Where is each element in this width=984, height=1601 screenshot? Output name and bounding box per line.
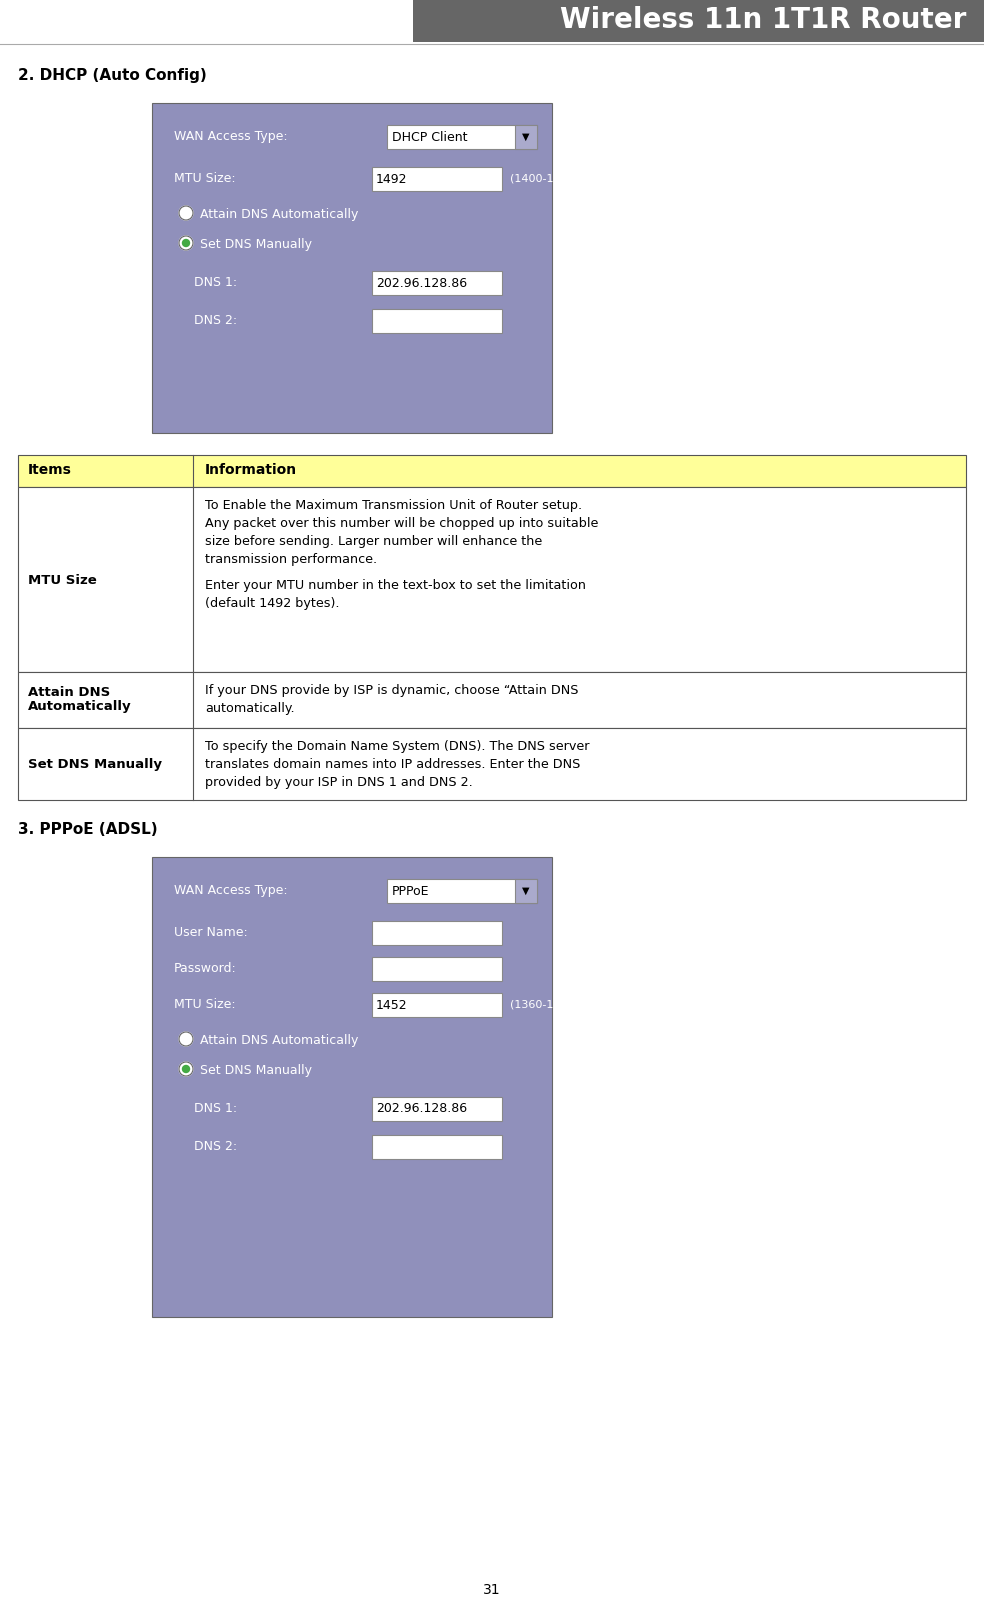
Text: MTU Size:: MTU Size: <box>174 171 235 186</box>
Text: DNS 1:: DNS 1: <box>194 1101 237 1114</box>
Text: provided by your ISP in DNS 1 and DNS 2.: provided by your ISP in DNS 1 and DNS 2. <box>205 776 472 789</box>
Circle shape <box>179 207 193 219</box>
Circle shape <box>182 1066 190 1073</box>
Text: PPPoE: PPPoE <box>392 884 429 898</box>
Circle shape <box>182 240 190 247</box>
Text: translates domain names into IP addresses. Enter the DNS: translates domain names into IP addresse… <box>205 757 581 772</box>
Text: transmission performance.: transmission performance. <box>205 552 377 567</box>
Text: (default 1492 bytes).: (default 1492 bytes). <box>205 597 339 610</box>
Bar <box>372 921 502 945</box>
Bar <box>387 125 537 149</box>
Text: size before sending. Larger number will enhance the: size before sending. Larger number will … <box>205 535 542 548</box>
Circle shape <box>179 1033 193 1045</box>
Bar <box>18 728 966 800</box>
Bar <box>18 672 966 728</box>
Text: DNS 1:: DNS 1: <box>194 275 237 290</box>
Text: (1360-1492 bytes): (1360-1492 bytes) <box>510 1001 613 1010</box>
Text: Attain DNS Automatically: Attain DNS Automatically <box>200 1034 358 1047</box>
Bar <box>515 125 537 149</box>
Text: ▼: ▼ <box>523 885 529 897</box>
Text: To specify the Domain Name System (DNS). The DNS server: To specify the Domain Name System (DNS).… <box>205 740 589 752</box>
Text: 2. DHCP (Auto Config): 2. DHCP (Auto Config) <box>18 67 207 83</box>
Text: MTU Size: MTU Size <box>28 573 96 586</box>
Text: Items: Items <box>28 463 72 477</box>
Bar <box>372 1135 502 1159</box>
Text: (1400-1492 bytes): (1400-1492 bytes) <box>510 175 613 184</box>
Bar <box>372 993 502 1017</box>
Text: DNS 2:: DNS 2: <box>194 1140 237 1153</box>
Bar <box>372 309 502 333</box>
Text: ▼: ▼ <box>523 131 529 142</box>
Bar <box>372 271 502 295</box>
Text: WAN Access Type:: WAN Access Type: <box>174 130 287 142</box>
Circle shape <box>179 1061 193 1076</box>
Text: 1452: 1452 <box>376 999 407 1012</box>
Text: DNS 2:: DNS 2: <box>194 314 237 327</box>
Text: DHCP Client: DHCP Client <box>392 131 467 144</box>
Circle shape <box>179 235 193 250</box>
Text: User Name:: User Name: <box>174 925 248 940</box>
Text: Password:: Password: <box>174 962 237 975</box>
Text: WAN Access Type:: WAN Access Type: <box>174 884 287 897</box>
Text: Set DNS Manually: Set DNS Manually <box>200 1065 312 1077</box>
Bar <box>152 102 552 432</box>
Bar <box>18 455 966 487</box>
Text: If your DNS provide by ISP is dynamic, choose “Attain DNS: If your DNS provide by ISP is dynamic, c… <box>205 684 579 696</box>
Text: Set DNS Manually: Set DNS Manually <box>28 757 162 772</box>
Text: Attain DNS Automatically: Attain DNS Automatically <box>200 208 358 221</box>
Bar <box>387 879 537 903</box>
Text: 202.96.128.86: 202.96.128.86 <box>376 277 467 290</box>
Text: 31: 31 <box>483 1583 501 1598</box>
Text: To Enable the Maximum Transmission Unit of Router setup.: To Enable the Maximum Transmission Unit … <box>205 500 583 512</box>
Text: Information: Information <box>205 463 297 477</box>
Text: automatically.: automatically. <box>205 701 294 716</box>
Text: 1492: 1492 <box>376 173 407 186</box>
Bar <box>372 1097 502 1121</box>
Text: Automatically: Automatically <box>28 700 132 712</box>
Bar <box>18 487 966 672</box>
Text: Any packet over this number will be chopped up into suitable: Any packet over this number will be chop… <box>205 517 598 530</box>
Bar <box>152 857 552 1318</box>
Text: 202.96.128.86: 202.96.128.86 <box>376 1103 467 1116</box>
Bar <box>372 957 502 981</box>
Text: Set DNS Manually: Set DNS Manually <box>200 239 312 251</box>
Bar <box>372 167 502 191</box>
Bar <box>413 0 984 42</box>
Text: 3. PPPoE (ADSL): 3. PPPoE (ADSL) <box>18 821 157 837</box>
Text: MTU Size:: MTU Size: <box>174 997 235 1010</box>
Text: Attain DNS: Attain DNS <box>28 685 110 700</box>
Text: Enter your MTU number in the text-box to set the limitation: Enter your MTU number in the text-box to… <box>205 580 586 592</box>
Bar <box>515 879 537 903</box>
Text: Wireless 11n 1T1R Router: Wireless 11n 1T1R Router <box>560 6 966 34</box>
